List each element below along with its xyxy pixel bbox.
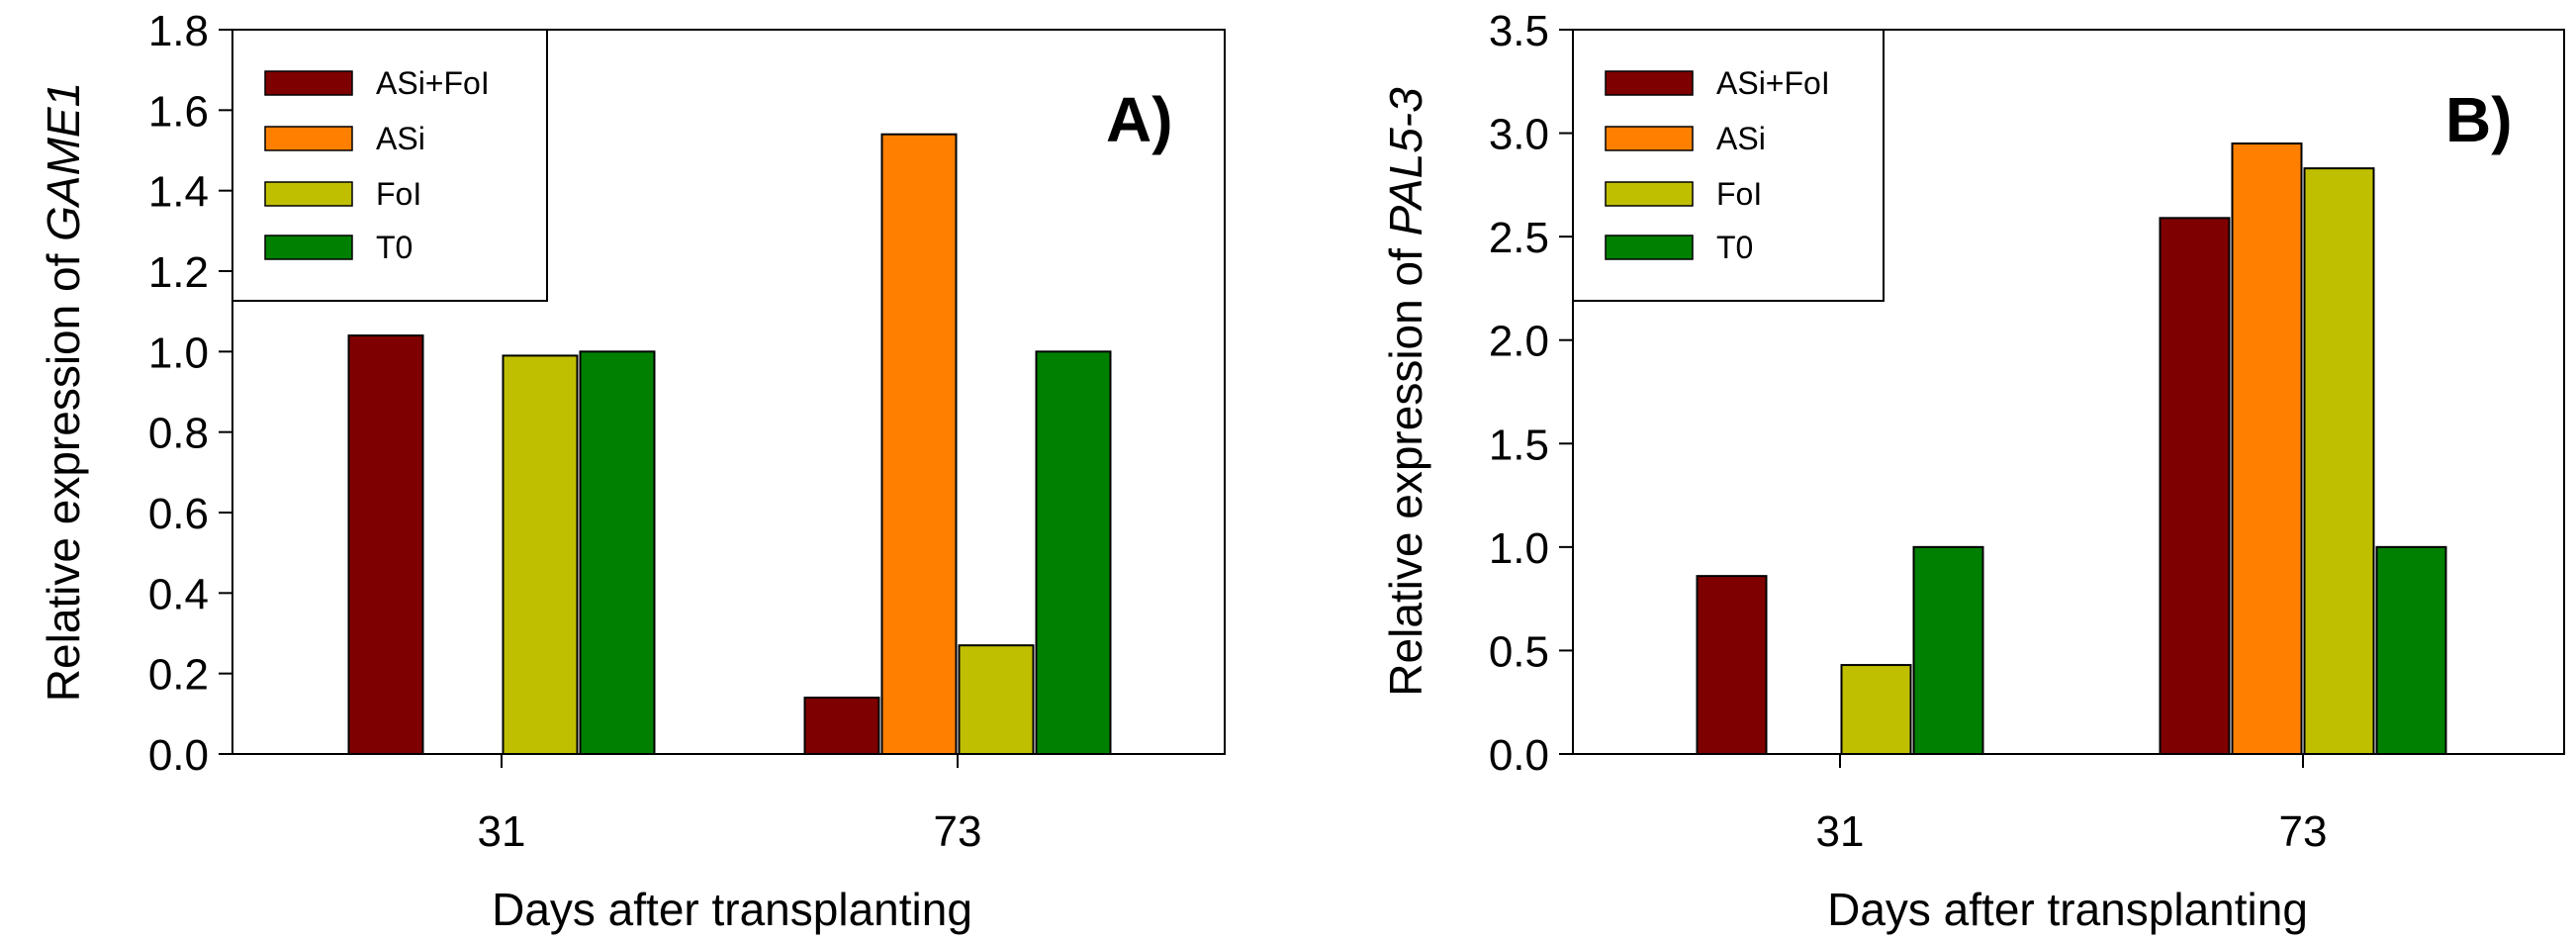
y-tick-label: 1.0 (148, 329, 209, 377)
legend-swatch-asi-foi (264, 70, 353, 96)
bar-foi-73 (2303, 167, 2375, 755)
x-tick-label: 31 (478, 807, 526, 856)
y-tick-label: 3.5 (1489, 7, 1549, 55)
x-tick-label: 31 (1816, 807, 1865, 856)
legend-label-asi-foi: ASi+FoI (1716, 65, 1830, 101)
legend-label-asi-foi: ASi+FoI (376, 65, 490, 101)
bar-asi-foi-73 (803, 697, 880, 755)
legend-swatch-foi (1605, 181, 1694, 207)
legend-label-asi: ASi (1716, 121, 1766, 156)
legend-label-foi: FoI (376, 176, 421, 212)
bar-foi-31 (1840, 664, 1912, 755)
y-axis-title: Relative expression of PAL5-3 (1380, 87, 1431, 697)
legend-swatch-t0 (264, 235, 353, 260)
bar-asi-73 (2231, 142, 2303, 755)
plot-frame (231, 29, 1226, 755)
y-tick-label: 0.6 (148, 490, 209, 538)
bar-asi-foi-31 (347, 334, 424, 755)
panel-a: 0.0 0.2 0.4 0.6 0.8 1.0 1.2 1.4 1.6 1.8 31 73 Days a… (38, 7, 1226, 935)
bar-asi-73 (880, 133, 958, 755)
panel-b: 0.0 0.5 1.0 1.5 2.0 2.5 3.0 3.5 31 73 Days after t… (1380, 7, 2565, 935)
y-tick-label: 0.4 (148, 570, 209, 618)
y-axis-title-gene: GAME1 (38, 82, 89, 241)
legend-swatch-asi (264, 126, 353, 151)
y-tick-label: 2.0 (1489, 318, 1549, 366)
bar-t0-31 (579, 350, 656, 755)
y-axis-title-prefix: Relative expression of (38, 241, 89, 702)
y-tick-label: 1.6 (148, 87, 209, 136)
y-axis-title-gene: PAL5-3 (1380, 87, 1431, 235)
bar-foi-31 (502, 354, 579, 755)
x-axis-title: Days after transplanting (492, 884, 972, 935)
panel-label: B) (2445, 84, 2513, 155)
legend: ASi+FoI ASi FoI T0 (231, 29, 548, 302)
y-axis-title-prefix: Relative expression of (1380, 235, 1431, 696)
legend-swatch-asi (1605, 126, 1694, 151)
bar-t0-31 (1912, 545, 1984, 755)
y-tick-label: 0.0 (148, 731, 209, 780)
y-tick-label: 0.5 (1489, 627, 1549, 676)
legend-swatch-foi (264, 181, 353, 207)
plot-frame (1572, 29, 2565, 755)
y-tick-label: 1.5 (1489, 421, 1549, 469)
y-tick-label: 2.5 (1489, 214, 1549, 262)
legend-label-foi: FoI (1716, 176, 1762, 212)
y-axis-title: Relative expression of GAME1 (38, 82, 89, 702)
legend-label-t0: T0 (376, 230, 413, 265)
y-tick-label: 0.2 (148, 651, 209, 700)
y-tick-label: 0.8 (148, 410, 209, 458)
panel-label: A) (1106, 84, 1173, 155)
y-tick-label: 3.0 (1489, 111, 1549, 159)
bar-asi-foi-31 (1696, 575, 1768, 755)
x-axis-title: Days after transplanting (1827, 884, 2308, 935)
bar-asi-foi-73 (2159, 217, 2231, 755)
bar-t0-73 (1035, 350, 1112, 755)
legend-swatch-asi-foi (1605, 70, 1694, 96)
y-tick-label: 1.0 (1489, 524, 1549, 573)
y-tick-label: 1.2 (148, 248, 209, 297)
y-tick-label: 1.8 (148, 7, 209, 55)
legend-swatch-t0 (1605, 235, 1694, 260)
y-tick-label: 0.0 (1489, 731, 1549, 780)
legend-label-asi: ASi (376, 121, 425, 156)
legend: ASi+FoI ASi FoI T0 (1572, 29, 1885, 302)
x-tick-label: 73 (2279, 807, 2328, 856)
bar-foi-73 (958, 644, 1035, 756)
y-tick-label: 1.4 (148, 168, 209, 217)
x-tick-label: 73 (934, 807, 982, 856)
legend-label-t0: T0 (1716, 230, 1753, 265)
bar-t0-73 (2375, 545, 2447, 755)
